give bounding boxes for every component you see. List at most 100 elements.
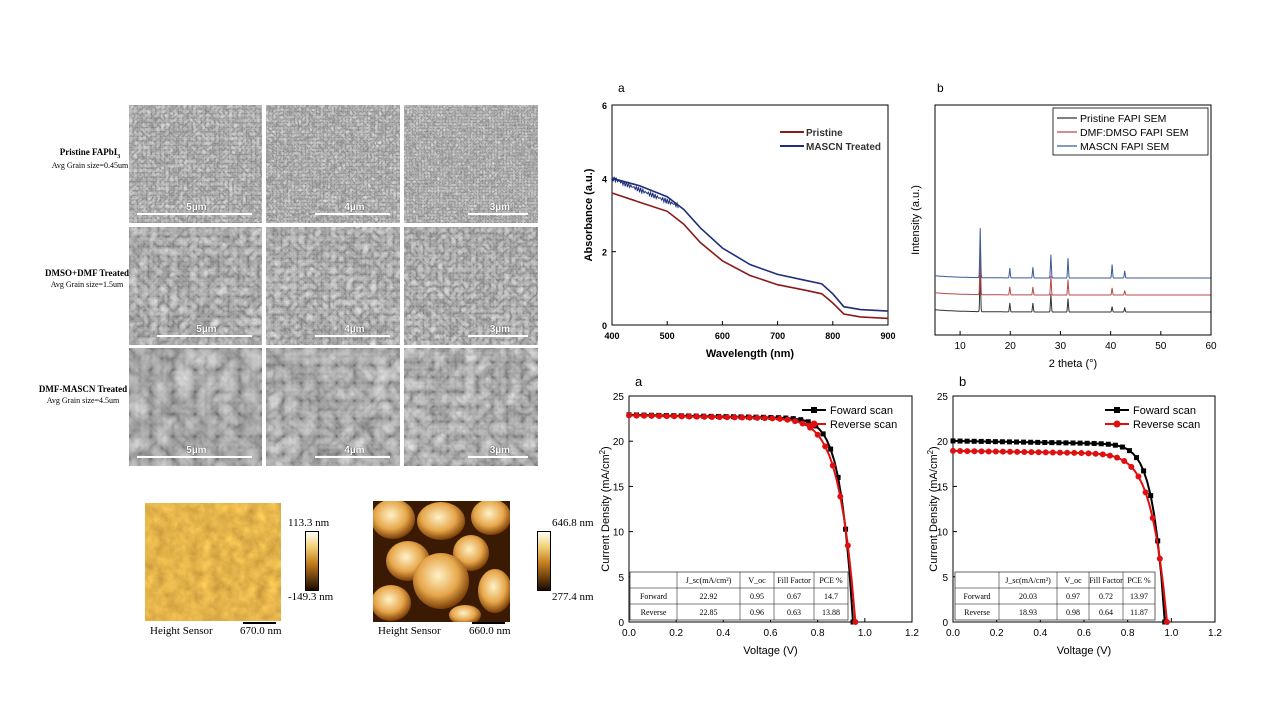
sem-scale-label: 5µm bbox=[196, 324, 217, 335]
plot-frame bbox=[611, 104, 889, 326]
sem-noise bbox=[129, 348, 262, 466]
table-cell: Reverse bbox=[964, 608, 990, 617]
x-tick-label: 0.6 bbox=[1077, 628, 1091, 639]
data-point bbox=[828, 446, 834, 452]
data-point bbox=[716, 414, 723, 421]
sem-row-grain: Avg Grain size=4.5um bbox=[46, 395, 120, 405]
y-tick-label: 6 bbox=[602, 101, 607, 111]
data-point bbox=[1077, 440, 1083, 446]
data-point bbox=[1049, 440, 1055, 446]
data-point bbox=[1014, 448, 1021, 455]
data-point bbox=[1105, 441, 1111, 447]
table-cell: 0.64 bbox=[1099, 608, 1113, 617]
legend-label: Foward scan bbox=[1133, 405, 1196, 417]
table-cell: PCE % bbox=[819, 576, 843, 585]
data-point bbox=[1007, 448, 1014, 455]
sem-scalebar bbox=[468, 335, 528, 337]
y-axis-label-sup: 2 bbox=[598, 449, 607, 454]
x-tick-label: 900 bbox=[880, 331, 895, 341]
data-point bbox=[1112, 442, 1118, 448]
afm-sensor-label-1: Height Sensor bbox=[150, 625, 213, 637]
data-point bbox=[626, 412, 632, 419]
jv-chart-b: 0.0 0.2 0.4 0.6 0.8 1.0 1.2 0 5 10 15 20 25 Voltage (… bbox=[926, 374, 1223, 657]
data-point bbox=[1056, 449, 1063, 456]
sem-noise bbox=[266, 105, 400, 223]
data-point bbox=[754, 414, 761, 421]
data-point bbox=[820, 431, 826, 437]
data-point bbox=[1148, 493, 1154, 499]
data-point bbox=[1114, 454, 1121, 461]
panel-letter: b bbox=[937, 81, 944, 95]
data-point bbox=[1085, 450, 1092, 457]
sem-scale-label: 3µm bbox=[489, 202, 510, 213]
sem-texture bbox=[129, 105, 262, 223]
legend-label: DMF:DMSO FAPI SEM bbox=[1080, 127, 1189, 139]
data-point bbox=[829, 462, 836, 469]
data-point bbox=[1142, 489, 1149, 496]
x-axis-label: Voltage (V) bbox=[1057, 645, 1111, 657]
legend-label: Pristine bbox=[806, 128, 843, 139]
data-point bbox=[1099, 451, 1106, 458]
data-point bbox=[950, 447, 956, 454]
data-point bbox=[992, 439, 998, 445]
x-tick-label: 0.2 bbox=[990, 628, 1004, 639]
y-tick-label: 0 bbox=[942, 618, 948, 629]
table-cell: 14.7 bbox=[824, 592, 838, 601]
data-point bbox=[1163, 619, 1170, 625]
data-point bbox=[663, 413, 670, 420]
data-point bbox=[790, 416, 796, 422]
data-point bbox=[950, 438, 956, 444]
data-point bbox=[1121, 458, 1128, 465]
data-point bbox=[769, 415, 776, 422]
sem-noise bbox=[129, 105, 262, 223]
sem-micrograph: 5µm bbox=[129, 348, 262, 466]
afm-image-pristine bbox=[145, 503, 281, 621]
data-point bbox=[971, 448, 978, 455]
data-point bbox=[792, 418, 799, 425]
sem-scalebar bbox=[468, 213, 528, 215]
data-point bbox=[837, 493, 844, 500]
data-point bbox=[1021, 449, 1028, 456]
x-tick-label: 800 bbox=[825, 331, 840, 341]
data-point bbox=[1042, 449, 1049, 456]
table-cell: Reverse bbox=[641, 608, 667, 617]
afm-max-1: 113.3 nm bbox=[288, 517, 330, 529]
data-point bbox=[1071, 449, 1078, 456]
data-point bbox=[1035, 439, 1041, 445]
sem-scalebar bbox=[137, 456, 252, 458]
panel-letter: b bbox=[959, 374, 966, 389]
sem-micrograph: 5µm bbox=[129, 105, 262, 223]
legend-marker bbox=[811, 407, 817, 413]
afm-scalebar-1 bbox=[243, 622, 276, 624]
sem-row-label-3: DMF-MASCN Treated Avg Grain size=4.5um bbox=[18, 383, 148, 407]
data-point bbox=[1149, 514, 1156, 521]
x-tick-label: 0.2 bbox=[669, 628, 683, 639]
x-tick-label: 40 bbox=[1105, 341, 1117, 352]
sem-noise bbox=[404, 227, 538, 345]
legend-marker bbox=[1114, 407, 1120, 413]
sem-scale-label: 4µm bbox=[344, 324, 365, 335]
legend-label: Pristine FAPI SEM bbox=[1080, 113, 1166, 125]
legend-marker bbox=[810, 420, 818, 428]
x-tick-label: 0.4 bbox=[716, 628, 730, 639]
data-point bbox=[671, 413, 678, 420]
y-tick-label: 10 bbox=[937, 528, 949, 539]
legend-label: Foward scan bbox=[830, 405, 893, 417]
data-point bbox=[686, 413, 693, 420]
data-point bbox=[724, 414, 731, 421]
data-point bbox=[1042, 439, 1048, 445]
table-cell: V_oc bbox=[748, 576, 766, 585]
sem-scale-label: 3µm bbox=[489, 324, 510, 335]
series-line bbox=[935, 249, 1211, 296]
sem-noise bbox=[266, 227, 400, 345]
data-point bbox=[1098, 441, 1104, 447]
sem-scale-label: 4µm bbox=[344, 445, 365, 456]
table-cell: PCE % bbox=[1127, 576, 1151, 585]
sem-scalebar bbox=[468, 456, 528, 458]
table-cell: Fill Factor bbox=[1089, 576, 1123, 585]
sem-micrograph: 3µm bbox=[404, 105, 538, 223]
table-cell: 13.88 bbox=[822, 608, 840, 617]
x-axis-label: 2 theta (°) bbox=[1049, 358, 1097, 370]
series-line bbox=[611, 177, 889, 312]
sem-row-label-1: Pristine FAPbI3 Avg Grain size=0.45um bbox=[40, 146, 140, 172]
